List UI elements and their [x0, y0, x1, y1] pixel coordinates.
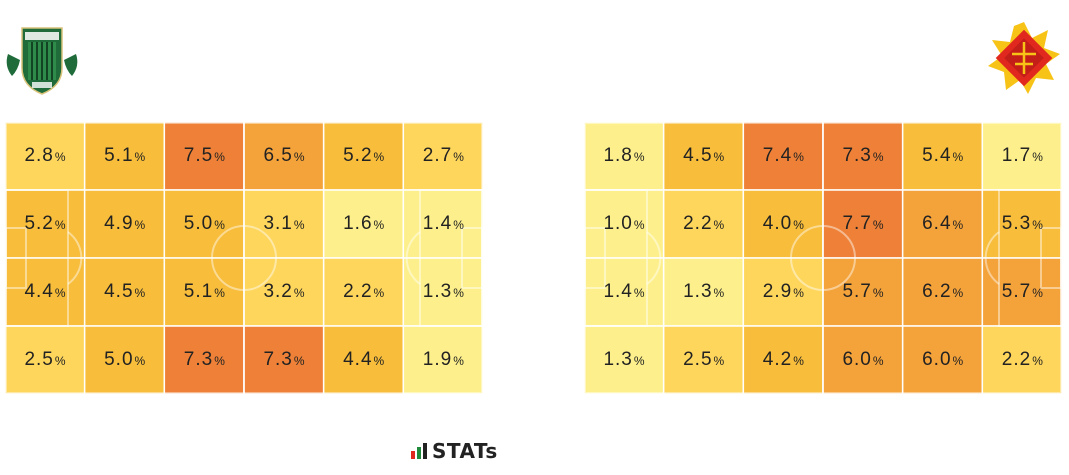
right-heatmap-label-r3-c2: 4.2%	[762, 349, 804, 370]
left-heatmap-cell-r3-c1	[83, 325, 166, 394]
stats-logo-icon	[411, 443, 427, 459]
heatmap-right: 1.8% 4.5% 7.4% 7.3% 5.4% 1.7% 1.0% 2.2% 4.0% 7.7%…	[584, 122, 1062, 394]
right-heatmap-label-r0-c1: 4.5%	[683, 145, 725, 166]
right-heatmap-cell-r3-c4	[901, 325, 984, 394]
left-heatmap-cell-r0-c0	[5, 122, 86, 191]
left-heatmap-label-r0-c1: 5.1%	[104, 145, 146, 166]
heatmap-left: 2.8% 5.1% 7.5% 6.5% 5.2% 2.7% 5.2% 4.9% 5.0% 3.1%…	[5, 122, 483, 394]
left-heatmap-label-r1-c5: 1.4%	[422, 213, 464, 234]
left-heatmap-label-r2-c5: 1.3%	[422, 281, 464, 302]
right-heatmap-label-r0-c5: 1.7%	[1001, 145, 1043, 166]
left-heatmap-label-r2-c1: 4.5%	[104, 281, 146, 302]
heatmap-left-grid	[5, 122, 483, 394]
right-heatmap-label-r3-c4: 6.0%	[922, 349, 964, 370]
right-heatmap-cell-r2-c3	[822, 257, 904, 327]
left-heatmap-label-r3-c1: 5.0%	[104, 349, 146, 370]
right-heatmap-label-r1-c5: 5.3%	[1001, 213, 1043, 234]
left-heatmap-cell-r3-c5	[402, 325, 483, 394]
left-heatmap-label-r0-c0: 2.8%	[24, 145, 66, 166]
left-heatmap-label-r3-c2: 7.3%	[183, 349, 225, 370]
right-heatmap-label-r2-c5: 5.7%	[1001, 281, 1043, 302]
right-heatmap-label-r1-c3: 7.7%	[842, 213, 884, 234]
left-heatmap-cell-r2-c5	[402, 257, 483, 327]
right-heatmap-cell-r2-c5	[981, 257, 1062, 327]
right-heatmap-label-r2-c1: 1.3%	[683, 281, 725, 302]
left-heatmap-label-r3-c4: 4.4%	[343, 349, 385, 370]
right-heatmap-label-r0-c0: 1.8%	[603, 145, 645, 166]
right-heatmap-label-r0-c4: 5.4%	[922, 145, 964, 166]
right-heatmap-cell-r0-c0	[584, 122, 665, 191]
left-heatmap-cell-r1-c2	[163, 189, 245, 259]
right-heatmap-cell-r3-c0	[584, 325, 665, 394]
right-heatmap-label-r0-c3: 7.3%	[842, 145, 884, 166]
right-heatmap-cell-r3-c2	[742, 325, 824, 394]
right-heatmap-cell-r3-c5	[981, 325, 1062, 394]
right-heatmap-label-r0-c2: 7.4%	[762, 145, 804, 166]
left-heatmap-label-r1-c4: 1.6%	[343, 213, 385, 234]
left-heatmap-label-r2-c2: 5.1%	[183, 281, 225, 302]
left-heatmap-label-r0-c5: 2.7%	[422, 145, 464, 166]
team-logo-left	[2, 20, 82, 96]
right-heatmap-cell-r1-c5	[981, 189, 1062, 259]
right-heatmap-label-r2-c2: 2.9%	[762, 281, 804, 302]
left-heatmap-label-r2-c4: 2.2%	[343, 281, 385, 302]
team-logo-right	[986, 20, 1062, 96]
right-heatmap-cell-r2-c4	[901, 257, 984, 327]
right-heatmap-cell-r1-c3	[822, 189, 904, 259]
right-heatmap-label-r1-c4: 6.4%	[922, 213, 964, 234]
right-heatmap-cell-r2-c2	[742, 257, 824, 327]
left-heatmap-label-r0-c2: 7.5%	[183, 145, 225, 166]
right-heatmap-label-r3-c1: 2.5%	[683, 349, 725, 370]
right-heatmap-label-r1-c0: 1.0%	[603, 213, 645, 234]
left-heatmap-label-r2-c0: 4.4%	[24, 281, 66, 302]
left-heatmap-label-r0-c3: 6.5%	[263, 145, 305, 166]
left-heatmap-cell-r2-c3	[243, 257, 325, 327]
brand-name: STATs	[432, 439, 498, 463]
right-heatmap-label-r3-c0: 1.3%	[603, 349, 645, 370]
left-heatmap-cell-r3-c3	[243, 325, 325, 394]
right-heatmap-label-r2-c3: 5.7%	[842, 281, 884, 302]
left-heatmap-cell-r1-c1	[83, 189, 166, 259]
left-heatmap-label-r3-c5: 1.9%	[422, 349, 464, 370]
left-heatmap-label-r1-c0: 5.2%	[24, 213, 66, 234]
left-heatmap-label-r3-c0: 2.5%	[24, 349, 66, 370]
left-heatmap-label-r2-c3: 3.2%	[263, 281, 305, 302]
right-heatmap-label-r1-c1: 2.2%	[683, 213, 725, 234]
brand-stats: STATs	[410, 438, 498, 464]
heatmap-right-grid	[584, 122, 1062, 394]
left-heatmap-label-r3-c3: 7.3%	[263, 349, 305, 370]
right-heatmap-cell-r0-c2	[742, 122, 824, 191]
right-heatmap-cell-r1-c1	[662, 189, 745, 259]
left-heatmap-cell-r1-c3	[243, 189, 325, 259]
right-heatmap-label-r3-c5: 2.2%	[1001, 349, 1043, 370]
left-heatmap-label-r1-c1: 4.9%	[104, 213, 146, 234]
left-heatmap-label-r0-c4: 5.2%	[343, 145, 385, 166]
left-heatmap-label-r1-c3: 3.1%	[263, 213, 305, 234]
right-heatmap-label-r2-c4: 6.2%	[922, 281, 964, 302]
left-heatmap-cell-r0-c3	[243, 122, 325, 191]
right-heatmap-label-r3-c3: 6.0%	[842, 349, 884, 370]
left-heatmap-cell-r0-c2	[163, 122, 245, 191]
left-heatmap-cell-r2-c4	[322, 257, 405, 327]
left-heatmap-label-r1-c2: 5.0%	[183, 213, 225, 234]
right-heatmap-label-r2-c0: 1.4%	[603, 281, 645, 302]
right-heatmap-label-r1-c2: 4.0%	[762, 213, 804, 234]
left-heatmap-cell-r3-c2	[163, 325, 245, 394]
right-heatmap-cell-r0-c3	[822, 122, 904, 191]
